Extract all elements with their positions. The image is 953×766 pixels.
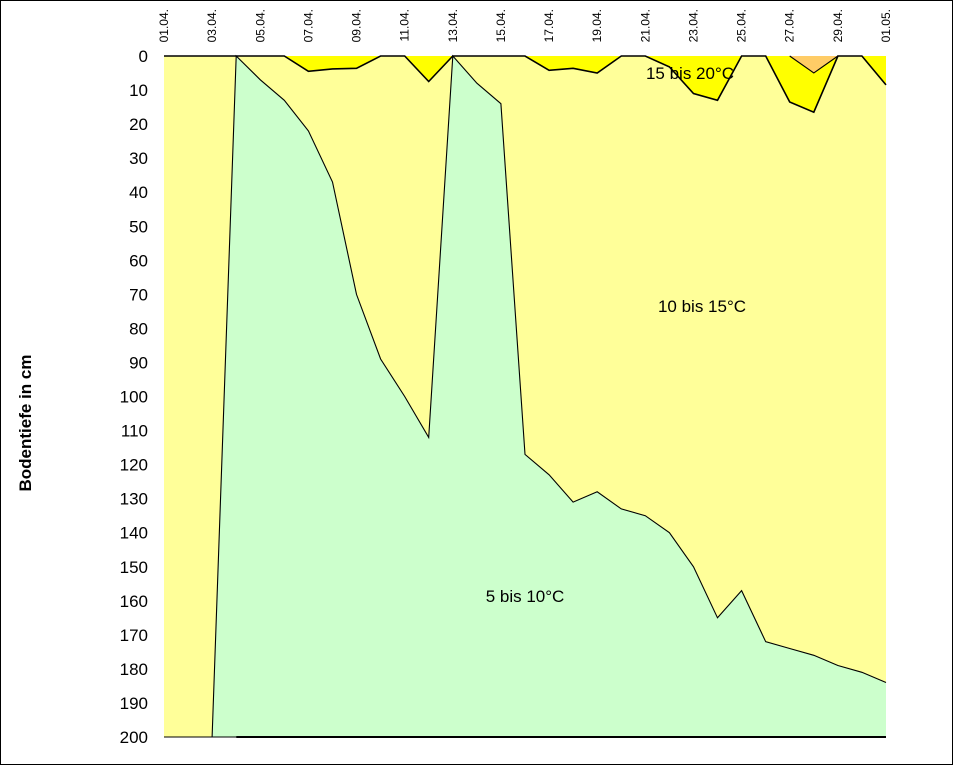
zone-area-5-10 [164,56,886,737]
y-tick-label: 40 [129,183,148,202]
y-tick-label: 30 [129,149,148,168]
y-tick-label: 80 [129,319,148,338]
x-tick-label: 21.04. [638,9,652,42]
y-axis-ticks: 0 10 20 30 40 50 60 70 80 90 100 110 120 130 140 150 160… [120,47,148,747]
zone-label-10-15: 10 bis 15°C [658,297,746,316]
y-tick-label: 120 [120,456,148,475]
x-tick-label: 03.04. [205,9,219,42]
isotherm-10c-line [164,54,887,738]
x-tick-label: 19.04. [590,9,604,42]
x-tick-label: 15.04. [494,9,508,42]
y-tick-label: 110 [121,422,148,441]
y-tick-label: 180 [120,660,148,679]
x-tick-label: 11.04. [398,9,412,41]
zone-label-15-20: 15 bis 20°C [646,64,734,83]
y-tick-label: 90 [129,353,148,372]
plot-areas [164,56,886,737]
x-tick-label: 23.04. [687,9,701,42]
y-tick-label: 0 [139,47,148,66]
x-tick-label: 25.04. [735,9,749,42]
x-tick-label: 05.04. [253,9,267,42]
y-tick-label: 20 [129,115,148,134]
y-tick-label: 200 [120,728,148,747]
isotherm-20c-line [789,55,839,74]
y-tick-label: 190 [120,694,148,713]
y-axis-title: Bodentiefe in cm [16,355,35,492]
y-tick-label: 170 [120,626,148,645]
x-tick-label: 29.04. [831,9,845,42]
x-tick-label: 27.04. [783,9,797,42]
y-tick-label: 130 [120,490,148,509]
y-tick-label: 150 [120,558,148,577]
x-tick-label: 07.04. [301,9,315,42]
isotherm-15c-line [164,55,887,114]
x-tick-label: 01.05. [879,9,893,42]
y-tick-label: 140 [120,524,148,543]
isotherm-lines [164,54,887,738]
y-tick-label: 10 [129,81,148,100]
zone-area-15-20 [164,56,886,113]
x-tick-label: 01.04. [157,9,171,42]
y-tick-label: 100 [120,388,148,407]
y-tick-label: 60 [129,251,148,270]
y-tick-label: 70 [129,285,148,304]
x-tick-label: 09.04. [350,9,364,42]
zone-label-5-10: 5 bis 10°C [486,587,565,606]
y-tick-label: 160 [120,592,148,611]
zone-area-over-20 [789,56,838,73]
y-tick-label: 50 [129,217,148,236]
x-axis-ticks: 01.04. 03.04. 05.04. 07.04. 09.04. 11.04. 13.0… [157,9,893,42]
x-tick-label: 13.04. [446,9,460,42]
x-tick-label: 17.04. [542,9,556,42]
